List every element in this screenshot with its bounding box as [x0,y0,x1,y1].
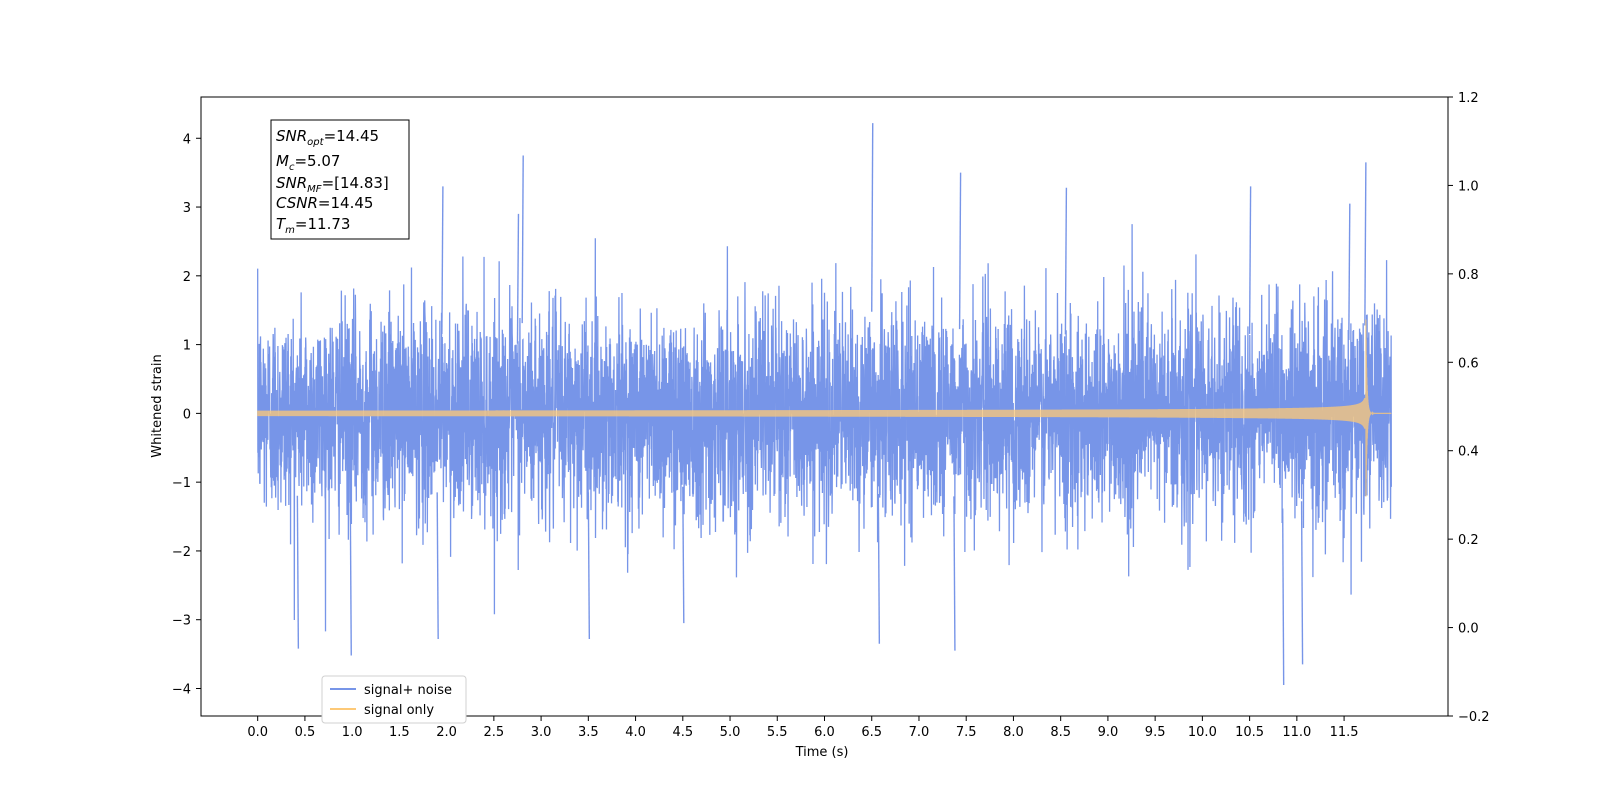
x-tick-label: 1.0 [342,725,363,740]
x-tick-label: 5.0 [720,725,741,740]
series-signal-noise-line [257,224,1392,632]
x-tick-label: 5.5 [767,725,788,740]
series-signal-noise-spike [958,172,962,330]
annotation-snr-mf: SNRMF=[14.83] [276,174,389,195]
series-signal-noise-spike [441,186,444,334]
x-tick-label: 8.0 [1003,725,1024,740]
y2-tick-label: 1.2 [1458,91,1479,106]
y-tick-label: −1 [172,476,191,491]
y2-tick-label: 0.0 [1458,622,1479,637]
legend-label-signal-noise: signal+ noise [364,683,452,698]
legend: signal+ noise signal only [321,675,467,724]
y2-tick-label: 0.4 [1458,445,1479,460]
y-tick-label: 4 [183,132,191,147]
x-tick-label: 0.5 [295,725,316,740]
y2-tick-label: 0.8 [1458,268,1479,283]
x-tick-label: 0.0 [247,725,268,740]
x-axis: 0.0 0.5 1.0 1.5 2.0 2.5 3.0 3.5 4.0 4.5 5.0 5.5 6.0 6… [247,716,1359,740]
series-signal-noise-spike [516,213,520,344]
x-tick-label: 4.5 [672,725,693,740]
y2-tick-label: 1.0 [1458,179,1479,194]
series-signal-noise-spike [1248,186,1252,334]
x-tick-label: 3.0 [531,725,552,740]
series-signal-noise-spike [349,498,352,656]
series-signal-only-line [257,319,1392,497]
x-tick-label: 2.5 [484,725,505,740]
series-signal-noise-spike [296,495,300,649]
series-signal-noise-spike [953,496,956,651]
x-axis-label: Time (s) [795,745,849,760]
annotation-box: SNRopt=14.45 Mc=5.07 SNRMF=[14.83] CSNR=… [270,119,410,240]
x-tick-label: 2.0 [436,725,457,740]
x-tick-label: 11.0 [1282,725,1311,740]
annotation-snr-opt: SNRopt=14.45 [276,127,379,148]
x-tick-label: 7.5 [956,725,977,740]
data-layer [257,123,1392,686]
x-tick-label: 11.5 [1330,725,1359,740]
annotation-csnr: CSNR=14.45 [276,194,373,212]
y-axis-label: Whitened strain [150,354,165,457]
x-tick-label: 4.0 [625,725,646,740]
series-signal-noise-spike [521,155,524,324]
y-tick-label: 3 [183,201,191,216]
y-tick-label: −2 [172,545,191,560]
series-signal-noise-spike [1300,501,1304,665]
x-tick-label: 1.5 [389,725,410,740]
series-signal-noise-spike [587,492,591,639]
series-signal-noise-spike [436,492,439,639]
series-signal-noise-spike [682,486,685,624]
x-tick-label: 7.0 [909,725,930,740]
x-tick-label: 6.0 [814,725,835,740]
x-tick-label: 10.0 [1188,725,1217,740]
annotation-merger-time: Tm=11.73 [276,215,350,236]
y-tick-label: −3 [172,614,191,629]
series-signal-noise-spike [1064,187,1068,335]
y2-tick-label: −0.2 [1458,710,1490,725]
y-tick-label: 0 [183,407,191,422]
y2-tick-label: 0.6 [1458,356,1479,371]
series-signal-noise-spike [1348,203,1351,340]
y2-tick-label: 0.2 [1458,533,1479,548]
x-tick-label: 8.5 [1050,725,1071,740]
y-axis-left: −4 −3 −2 −1 0 1 2 3 4 [172,132,201,697]
annotation-chirp-mass: Mc=5.07 [276,152,340,173]
y-tick-label: 1 [183,339,191,354]
series-signal-noise-spike [871,123,874,312]
y-axis-right: −0.2 0.0 0.2 0.4 0.6 0.8 1.0 1.2 [1448,91,1490,725]
legend-label-signal-only: signal only [364,703,434,718]
x-tick-label: 9.0 [1098,725,1119,740]
x-tick-label: 6.5 [861,725,882,740]
series-signal-noise-spike [1364,162,1367,326]
x-tick-label: 9.5 [1145,725,1166,740]
series-signal-noise-spike [1281,508,1285,686]
x-tick-label: 3.5 [578,725,599,740]
y-tick-label: 2 [183,270,191,285]
x-tick-label: 10.5 [1235,725,1264,740]
series-signal-noise-spike [877,494,881,644]
y-tick-label: −4 [172,682,191,697]
